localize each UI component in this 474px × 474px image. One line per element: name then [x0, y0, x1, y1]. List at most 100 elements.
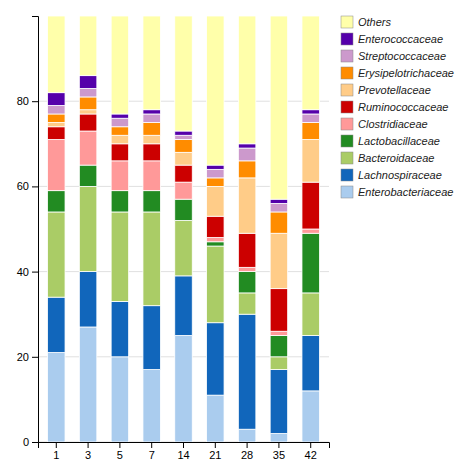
x-tick-label: 3 — [85, 449, 91, 461]
bar-segment — [207, 178, 224, 187]
bar-segment — [207, 246, 224, 323]
x-axis-line — [39, 443, 330, 449]
series — [48, 16, 320, 199]
x-tick-mark — [183, 442, 184, 448]
bar-segment — [111, 301, 128, 356]
bar-segment — [302, 336, 319, 391]
legend-label: Ruminococcaceae — [358, 101, 449, 113]
chart: 13571421283542020406080OthersEnterococca… — [0, 0, 474, 474]
x-tick-label: 28 — [241, 449, 253, 461]
x-tick: 14 — [177, 442, 189, 461]
series — [48, 186, 320, 369]
bar-segment — [302, 140, 319, 183]
legend-swatch — [341, 33, 353, 45]
y-tick: 20 — [17, 351, 38, 363]
bar-segment — [207, 238, 224, 242]
bar-segment — [48, 114, 65, 123]
y-tick-label: 80 — [17, 95, 29, 107]
x-tick: 7 — [149, 442, 155, 461]
bar-segment — [238, 272, 255, 293]
bar-segment — [207, 186, 224, 216]
x-tick-label: 14 — [177, 449, 189, 461]
bar-segment — [48, 297, 65, 352]
bar-segment — [111, 161, 128, 191]
bar-segment — [111, 127, 128, 136]
y-tick-label: 0 — [23, 436, 29, 448]
legend-item: Erysipelotrichaceae — [341, 67, 454, 79]
bar-segment — [238, 161, 255, 178]
bar-segment — [48, 127, 65, 140]
bars — [48, 16, 320, 442]
x-tick-label: 7 — [149, 449, 155, 461]
bar-segment — [207, 16, 224, 165]
bar-segment — [111, 212, 128, 301]
x-tick-mark — [278, 442, 279, 448]
bar-segment — [48, 16, 65, 93]
x-tick: 1 — [53, 442, 59, 461]
bar-segment — [79, 76, 96, 89]
legend-label: Others — [358, 16, 392, 28]
y-tick-mark — [32, 101, 38, 102]
bar-segment — [79, 88, 96, 97]
x-tick: 5 — [117, 442, 123, 461]
legend-swatch — [341, 169, 353, 181]
legend-label: Enterococcaceae — [358, 33, 443, 45]
legend-item: Clostridiaceae — [341, 118, 428, 130]
bar-segment — [238, 314, 255, 429]
legend-item: Lachnospiraceae — [341, 169, 442, 181]
bar-segment — [48, 105, 65, 114]
bar-segment — [143, 144, 160, 161]
bar-segment — [302, 114, 319, 123]
x-tick-label: 21 — [209, 449, 221, 461]
bar-segment — [207, 395, 224, 442]
bar-segment — [175, 16, 192, 131]
bar-segment — [143, 370, 160, 442]
plot: 13571421283542020406080 — [17, 16, 330, 461]
bar-segment — [79, 16, 96, 76]
legend-swatch — [341, 67, 353, 79]
bar-segment — [302, 123, 319, 140]
legend-swatch — [341, 186, 353, 198]
bar-segment — [175, 182, 192, 199]
bar-segment — [48, 123, 65, 127]
bar-segment — [111, 357, 128, 442]
bar-segment — [302, 391, 319, 442]
bar-segment — [207, 216, 224, 237]
bar-segment — [238, 16, 255, 144]
x-tick-mark — [56, 442, 57, 448]
bar-segment — [270, 357, 287, 370]
bar-segment — [143, 16, 160, 110]
x-tick-label: 5 — [117, 449, 123, 461]
bar-segment — [79, 131, 96, 165]
legend-item: Ruminococcaceae — [341, 101, 449, 113]
bar-segment — [238, 144, 255, 148]
series — [48, 272, 320, 434]
bar-segment — [143, 161, 160, 191]
legend-item: Prevotellaceae — [341, 84, 431, 96]
bar-segment — [238, 267, 255, 271]
series — [48, 327, 320, 442]
bar-segment — [302, 233, 319, 293]
bar-segment — [238, 178, 255, 233]
x-tick: 35 — [273, 442, 285, 461]
bar-segment — [270, 203, 287, 212]
bar-segment — [143, 114, 160, 123]
bar-segment — [175, 152, 192, 165]
x-tick-label: 42 — [305, 449, 317, 461]
bar-segment — [79, 272, 96, 327]
y-tick: 0 — [23, 436, 38, 448]
y-tick-label: 60 — [17, 180, 29, 192]
legend-swatch — [341, 50, 353, 62]
bar-segment — [175, 336, 192, 443]
y-axis-line — [32, 17, 39, 443]
bar-segment — [48, 140, 65, 191]
bar-segment — [238, 233, 255, 267]
y-tick: 40 — [17, 266, 38, 278]
legend: OthersEnterococcaceaeStreptococcaceaeEry… — [341, 16, 454, 198]
legend-swatch — [341, 152, 353, 164]
legend-swatch — [341, 101, 353, 113]
legend-item: Lactobacillaceae — [341, 135, 440, 147]
legend-label: Enterobacteriaceae — [358, 186, 453, 198]
y-tick: 80 — [17, 95, 38, 107]
legend-item: Bacteroidaceae — [341, 152, 434, 164]
